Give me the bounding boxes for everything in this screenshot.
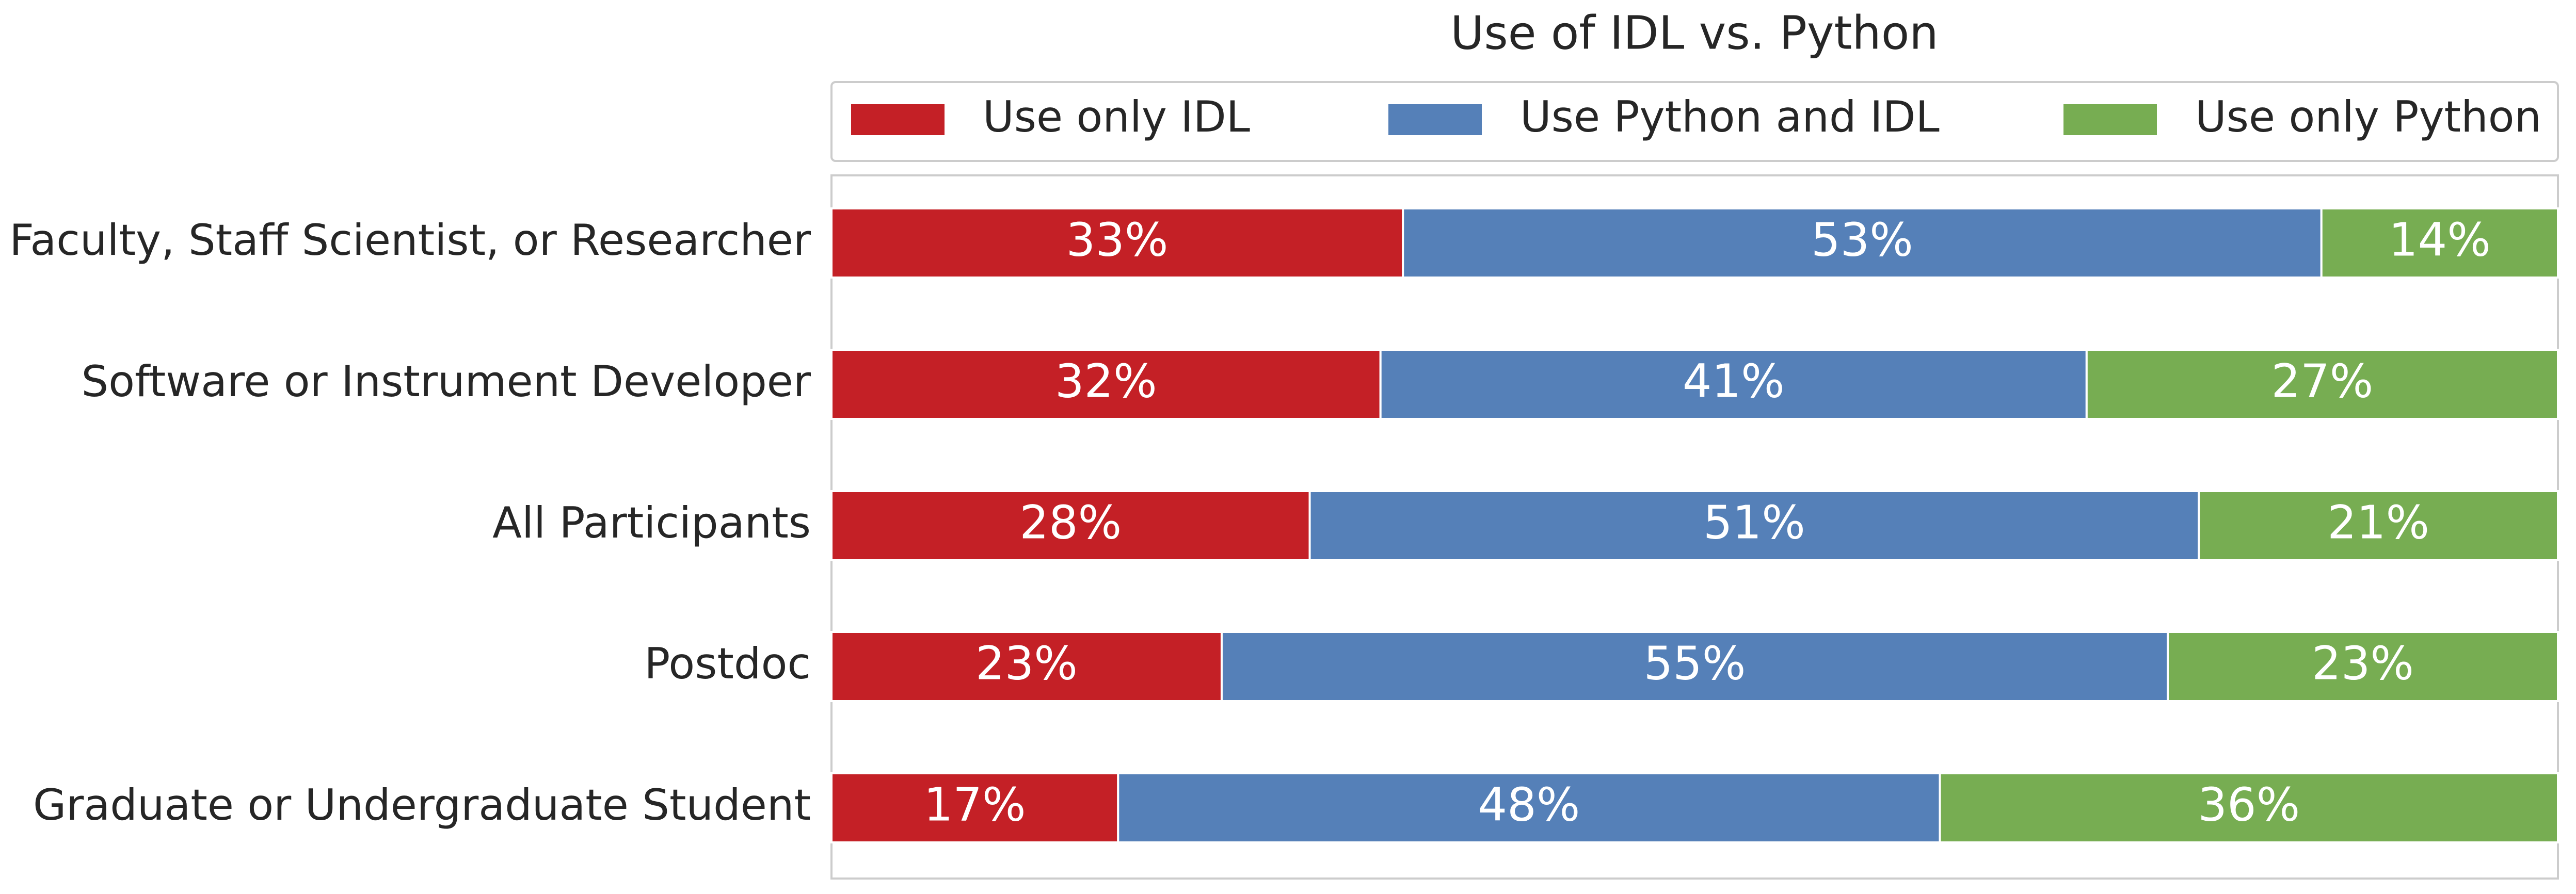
chart-title: Use of IDL vs. Python	[1450, 6, 1938, 59]
bar-segment	[2085, 349, 2559, 420]
bar-segment	[2320, 207, 2559, 279]
data-label: 41%	[1683, 354, 1785, 408]
y-tick-label: Software or Instrument Developer	[82, 356, 811, 407]
data-label: 32%	[1055, 354, 1157, 408]
data-label: 27%	[2271, 354, 2373, 408]
bar-segment	[830, 631, 1223, 702]
data-label: 23%	[2312, 636, 2414, 690]
bar-segment	[1939, 772, 2559, 843]
legend-label: Use only IDL	[983, 92, 1250, 142]
data-label: 51%	[1703, 495, 1805, 549]
data-label: 36%	[2198, 777, 2300, 831]
legend-swatch	[1388, 104, 1482, 135]
bar-segment	[1402, 207, 2323, 279]
legend-swatch	[2063, 104, 2157, 135]
data-label: 33%	[1066, 213, 1169, 266]
legend-label: Use Python and IDL	[1520, 92, 1940, 142]
bar-segment	[1117, 772, 1941, 843]
y-tick-label: Faculty, Staff Scientist, or Researcher	[9, 215, 811, 265]
y-tick-label: Graduate or Undergraduate Student	[33, 780, 811, 830]
data-label: 48%	[1478, 777, 1580, 831]
legend-label: Use only Python	[2195, 92, 2541, 142]
bar-segment	[830, 349, 1382, 420]
bar-segment	[830, 207, 1404, 279]
bar-segment	[830, 490, 1311, 561]
y-tick-label: Postdoc	[644, 639, 811, 689]
bar-segment	[1308, 490, 2200, 561]
bar-segment	[2167, 631, 2559, 702]
legend-swatch	[851, 104, 945, 135]
bar-segment	[830, 772, 1119, 843]
data-label: 28%	[1019, 495, 1122, 549]
bar-segment	[2198, 490, 2559, 561]
data-label: 14%	[2389, 213, 2491, 266]
y-tick-label: All Participants	[492, 498, 811, 548]
data-label: 55%	[1644, 636, 1746, 690]
bar-segment	[1379, 349, 2088, 420]
data-label: 21%	[2327, 495, 2429, 549]
legend-box	[830, 81, 2559, 162]
data-label: 23%	[975, 636, 1078, 690]
data-label: 53%	[1811, 213, 1913, 266]
bar-segment	[1220, 631, 2169, 702]
data-label: 17%	[924, 777, 1026, 831]
